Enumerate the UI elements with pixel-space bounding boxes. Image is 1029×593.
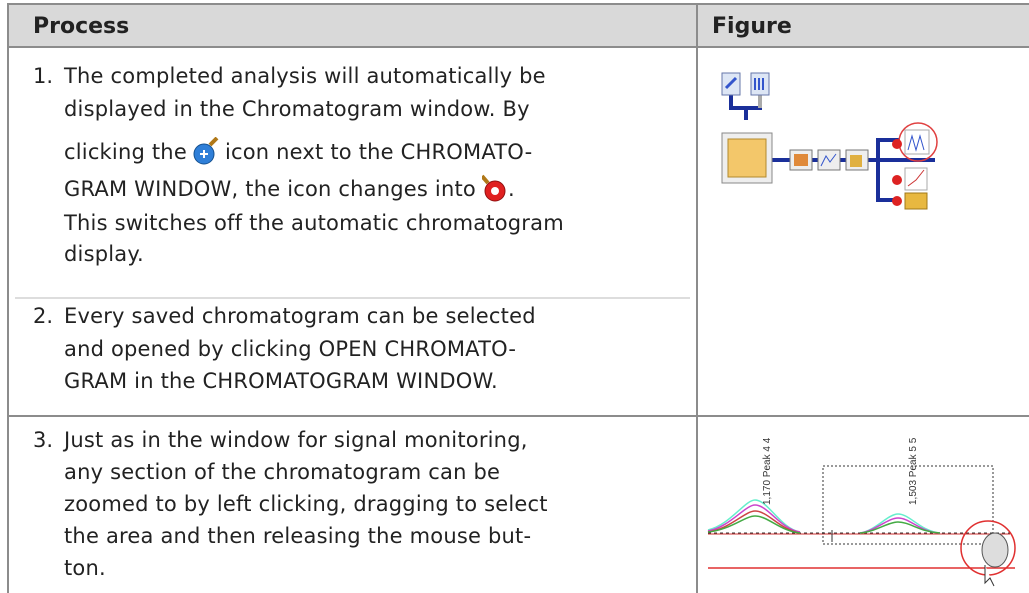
text-line: The completed analysis will automaticall… [64,63,546,89]
workflow-figure [721,72,938,210]
text: display. [64,242,144,266]
header-cell: Process [33,14,130,39]
header-cell: Figure [712,14,792,39]
text-line: GRAM WINDOW, the icon changes into. [64,174,515,202]
text: . [507,177,515,201]
text: clicking the [64,140,187,164]
step-number: 3. [33,428,54,452]
text-line: display. [64,241,144,267]
text-line: zoomed to by left clicking, dragging to … [64,492,548,516]
manual-display-icon [481,174,506,202]
text-line: any section of the chromatogram can be [64,460,501,484]
text-line: GRAM in the CHROMATOGRAM WINDOW. [64,369,498,393]
text: GRAM WINDOW, the icon changes into [64,177,476,201]
grid [7,3,1029,593]
chromatogram-figure: 1,170 Peak 4 4 1,503 Peak 5 5 [707,420,1016,587]
text: icon next to the CHROMATO- [224,140,533,164]
text: This switches off the automatic chromato… [64,211,564,235]
text-line: This switches off the automatic chromato… [64,210,564,236]
text: The completed analysis will automaticall… [64,64,546,88]
text: displayed in the Chromatogram window. By [64,97,530,121]
text-line: Just as in the window for signal monitor… [64,428,528,452]
text-line: the area and then releasing the mouse bu… [64,524,532,548]
peak-label: 1,170 Peak 4 4 [762,437,773,505]
text-line: clicking the icon next to the CHROMATO- [64,137,532,165]
text-line: Every saved chromatogram can be selected [64,304,536,328]
step-number: 2. [33,304,54,328]
text-line: ton. [64,556,106,580]
auto-display-icon [193,137,219,165]
header-bg [7,4,1029,47]
text-line: displayed in the Chromatogram window. By [64,96,530,122]
text-line: and opened by clicking OPEN CHROMATO- [64,337,517,361]
step-number: 1. [33,64,54,88]
peak-label: 1,503 Peak 5 5 [908,437,919,505]
